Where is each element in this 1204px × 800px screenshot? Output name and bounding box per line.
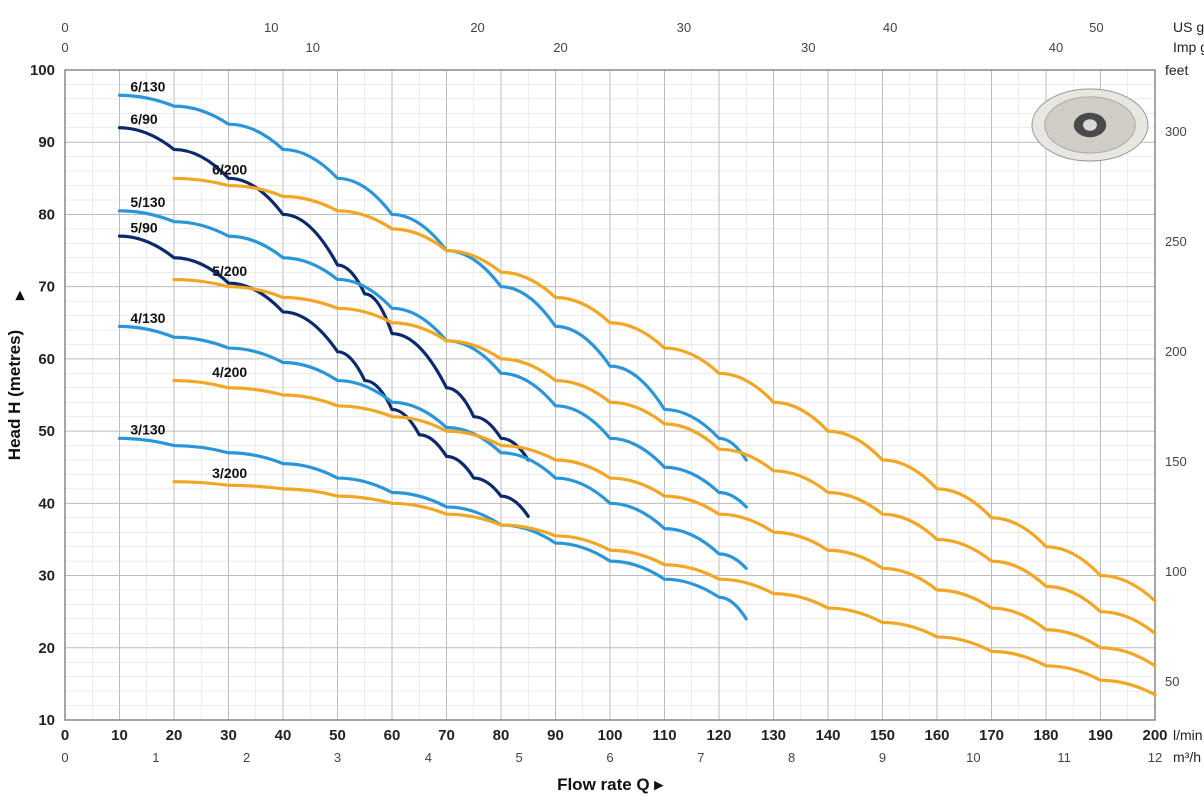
series-label-4-200: 4/200 <box>212 364 247 380</box>
y-tick-m: 10 <box>38 712 55 729</box>
series-label-4-130: 4/130 <box>130 310 165 326</box>
x-tick-lmin: 30 <box>220 727 237 744</box>
x-tick-impgpm: 30 <box>801 40 815 55</box>
y-tick-feet: 100 <box>1165 564 1187 579</box>
x-tick-usgpm: 0 <box>61 20 68 35</box>
y-axis-arrow: ▴ <box>15 285 26 304</box>
x-tick-m3h: 10 <box>966 750 980 765</box>
x-tick-m3h: 0 <box>61 750 68 765</box>
x-tick-lmin: 190 <box>1088 727 1113 744</box>
series-label-5-200: 5/200 <box>212 263 247 279</box>
x-axis-title: Flow rate Q ▸ <box>557 775 664 794</box>
x-tick-lmin: 80 <box>493 727 510 744</box>
x-tick-lmin: 150 <box>870 727 895 744</box>
x-tick-lmin: 60 <box>384 727 401 744</box>
x-tick-m3h: 2 <box>243 750 250 765</box>
x-tick-lmin: 180 <box>1033 727 1058 744</box>
x-tick-usgpm: 10 <box>264 20 278 35</box>
x-tick-usgpm: 40 <box>883 20 897 35</box>
x-tick-m3h: 12 <box>1148 750 1162 765</box>
x-unit-usgpm: US g.p.m. <box>1173 19 1204 35</box>
x-tick-m3h: 6 <box>606 750 613 765</box>
series-label-6-200: 6/200 <box>212 162 247 178</box>
y-tick-feet: 150 <box>1165 454 1187 469</box>
x-tick-impgpm: 0 <box>61 40 68 55</box>
impeller-icon-bore <box>1083 119 1097 131</box>
y-tick-m: 70 <box>38 279 55 296</box>
x-tick-m3h: 4 <box>425 750 432 765</box>
y-tick-m: 60 <box>38 351 55 368</box>
x-tick-lmin: 0 <box>61 727 69 744</box>
x-tick-m3h: 3 <box>334 750 341 765</box>
x-tick-lmin: 40 <box>275 727 292 744</box>
x-tick-lmin: 100 <box>597 727 622 744</box>
y-tick-feet: 50 <box>1165 674 1179 689</box>
x-tick-lmin: 160 <box>924 727 949 744</box>
y-unit-feet: feet <box>1165 62 1188 78</box>
x-tick-lmin: 90 <box>547 727 564 744</box>
x-unit-impgpm: Imp g.p.m. <box>1173 39 1204 55</box>
series-label-6-90: 6/90 <box>130 111 157 127</box>
y-tick-m: 90 <box>38 134 55 151</box>
series-label-5-90: 5/90 <box>130 220 157 236</box>
x-tick-lmin: 70 <box>438 727 455 744</box>
series-label-6-130: 6/130 <box>130 79 165 95</box>
y-tick-m: 100 <box>30 62 55 79</box>
x-tick-lmin: 50 <box>329 727 346 744</box>
x-tick-usgpm: 50 <box>1089 20 1103 35</box>
chart-svg: 0102030405060708090100110120130140150160… <box>0 0 1204 800</box>
x-tick-impgpm: 40 <box>1049 40 1063 55</box>
x-tick-m3h: 1 <box>152 750 159 765</box>
y-tick-m: 30 <box>38 568 55 585</box>
series-label-3-130: 3/130 <box>130 422 165 438</box>
x-tick-lmin: 130 <box>761 727 786 744</box>
series-label-3-200: 3/200 <box>212 465 247 481</box>
x-tick-lmin: 200 <box>1142 727 1167 744</box>
y-tick-m: 20 <box>38 640 55 657</box>
x-tick-lmin: 140 <box>815 727 840 744</box>
pump-curve-chart: 0102030405060708090100110120130140150160… <box>0 0 1204 800</box>
y-tick-m: 50 <box>38 423 55 440</box>
x-unit-m3h: m³/h <box>1173 749 1201 765</box>
x-tick-lmin: 10 <box>111 727 128 744</box>
x-tick-m3h: 7 <box>697 750 704 765</box>
y-tick-m: 80 <box>38 206 55 223</box>
x-tick-m3h: 8 <box>788 750 795 765</box>
x-tick-usgpm: 20 <box>470 20 484 35</box>
x-tick-m3h: 9 <box>879 750 886 765</box>
x-tick-impgpm: 10 <box>306 40 320 55</box>
x-tick-usgpm: 30 <box>677 20 691 35</box>
x-tick-lmin: 120 <box>706 727 731 744</box>
y-tick-m: 40 <box>38 495 55 512</box>
y-tick-feet: 300 <box>1165 124 1187 139</box>
x-tick-m3h: 5 <box>516 750 523 765</box>
x-tick-impgpm: 20 <box>553 40 567 55</box>
x-tick-lmin: 20 <box>166 727 183 744</box>
x-tick-lmin: 110 <box>652 727 676 744</box>
y-tick-feet: 250 <box>1165 234 1187 249</box>
series-label-5-130: 5/130 <box>130 194 165 210</box>
x-tick-lmin: 170 <box>979 727 1004 744</box>
y-axis-title: Head H (metres) <box>5 330 24 460</box>
x-tick-m3h: 11 <box>1057 750 1071 765</box>
y-tick-feet: 200 <box>1165 344 1187 359</box>
x-unit-lmin: l/min <box>1173 727 1203 743</box>
